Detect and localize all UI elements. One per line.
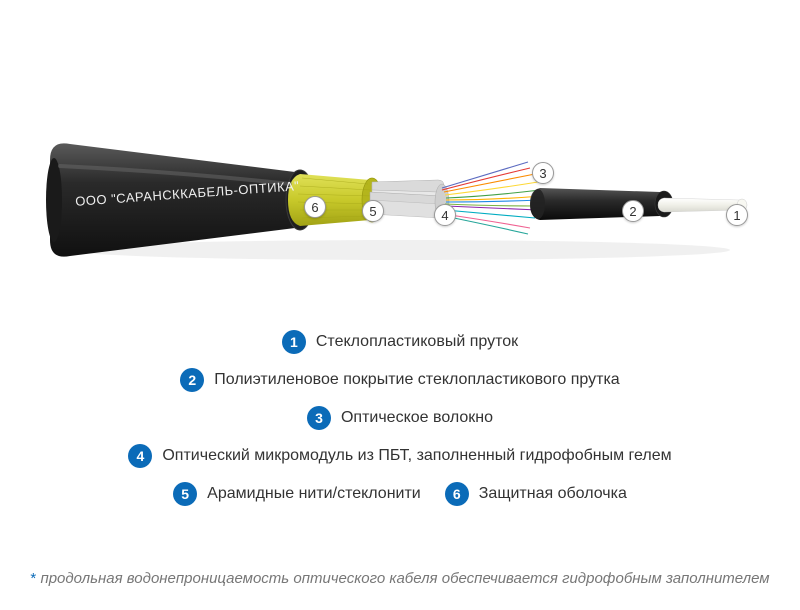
cable-diagram: ООО "САРАНСККАБЕЛЬ-ОПТИКА" 654321	[0, 0, 800, 300]
legend-label: Арамидные нити/стеклонити	[207, 485, 421, 503]
legend-label: Оптическое волокно	[341, 409, 493, 427]
legend-item-2: 2 Полиэтиленовое покрытие стеклопластиков…	[180, 368, 619, 392]
legend-item-1: 1 Стеклопластиковый пруток	[282, 330, 518, 354]
legend-badge: 5	[173, 482, 197, 506]
callout-5: 5	[362, 200, 384, 222]
callout-4: 4	[434, 204, 456, 226]
legend-row: 4 Оптический микромодуль из ПБТ, заполнен…	[128, 444, 671, 468]
legend-item-4: 4 Оптический микромодуль из ПБТ, заполнен…	[128, 444, 671, 468]
callout-6: 6	[304, 196, 326, 218]
legend-badge: 4	[128, 444, 152, 468]
callout-3: 3	[532, 162, 554, 184]
legend-item-5: 5 Арамидные нити/стеклонити	[173, 482, 421, 506]
footnote-marker: *	[30, 570, 36, 587]
legend-row: 2 Полиэтиленовое покрытие стеклопластиков…	[180, 368, 619, 392]
footnote-text: продольная водонепроницаемость оптическо…	[40, 570, 769, 587]
legend: 1 Стеклопластиковый пруток 2 Полиэтиленовое…	[0, 330, 800, 506]
callout-2: 2	[622, 200, 644, 222]
legend-badge: 6	[445, 482, 469, 506]
legend-label: Полиэтиленовое покрытие стеклопластиково…	[214, 371, 619, 389]
legend-row: 1 Стеклопластиковый пруток	[282, 330, 518, 354]
legend-badge: 3	[307, 406, 331, 430]
legend-label: Стеклопластиковый пруток	[316, 333, 518, 351]
legend-label: Оптический микромодуль из ПБТ, заполненн…	[162, 447, 671, 465]
legend-badge: 2	[180, 368, 204, 392]
legend-row: 3 Оптическое волокно	[307, 406, 493, 430]
legend-label: Защитная оболочка	[479, 485, 627, 503]
callout-1: 1	[726, 204, 748, 226]
legend-item-6: 6 Защитная оболочка	[445, 482, 627, 506]
footnote: * продольная водонепроницаемость оптичес…	[0, 568, 800, 591]
legend-item-3: 3 Оптическое волокно	[307, 406, 493, 430]
legend-badge: 1	[282, 330, 306, 354]
legend-row: 5 Арамидные нити/стеклонити 6 Защитная обол…	[173, 482, 627, 506]
